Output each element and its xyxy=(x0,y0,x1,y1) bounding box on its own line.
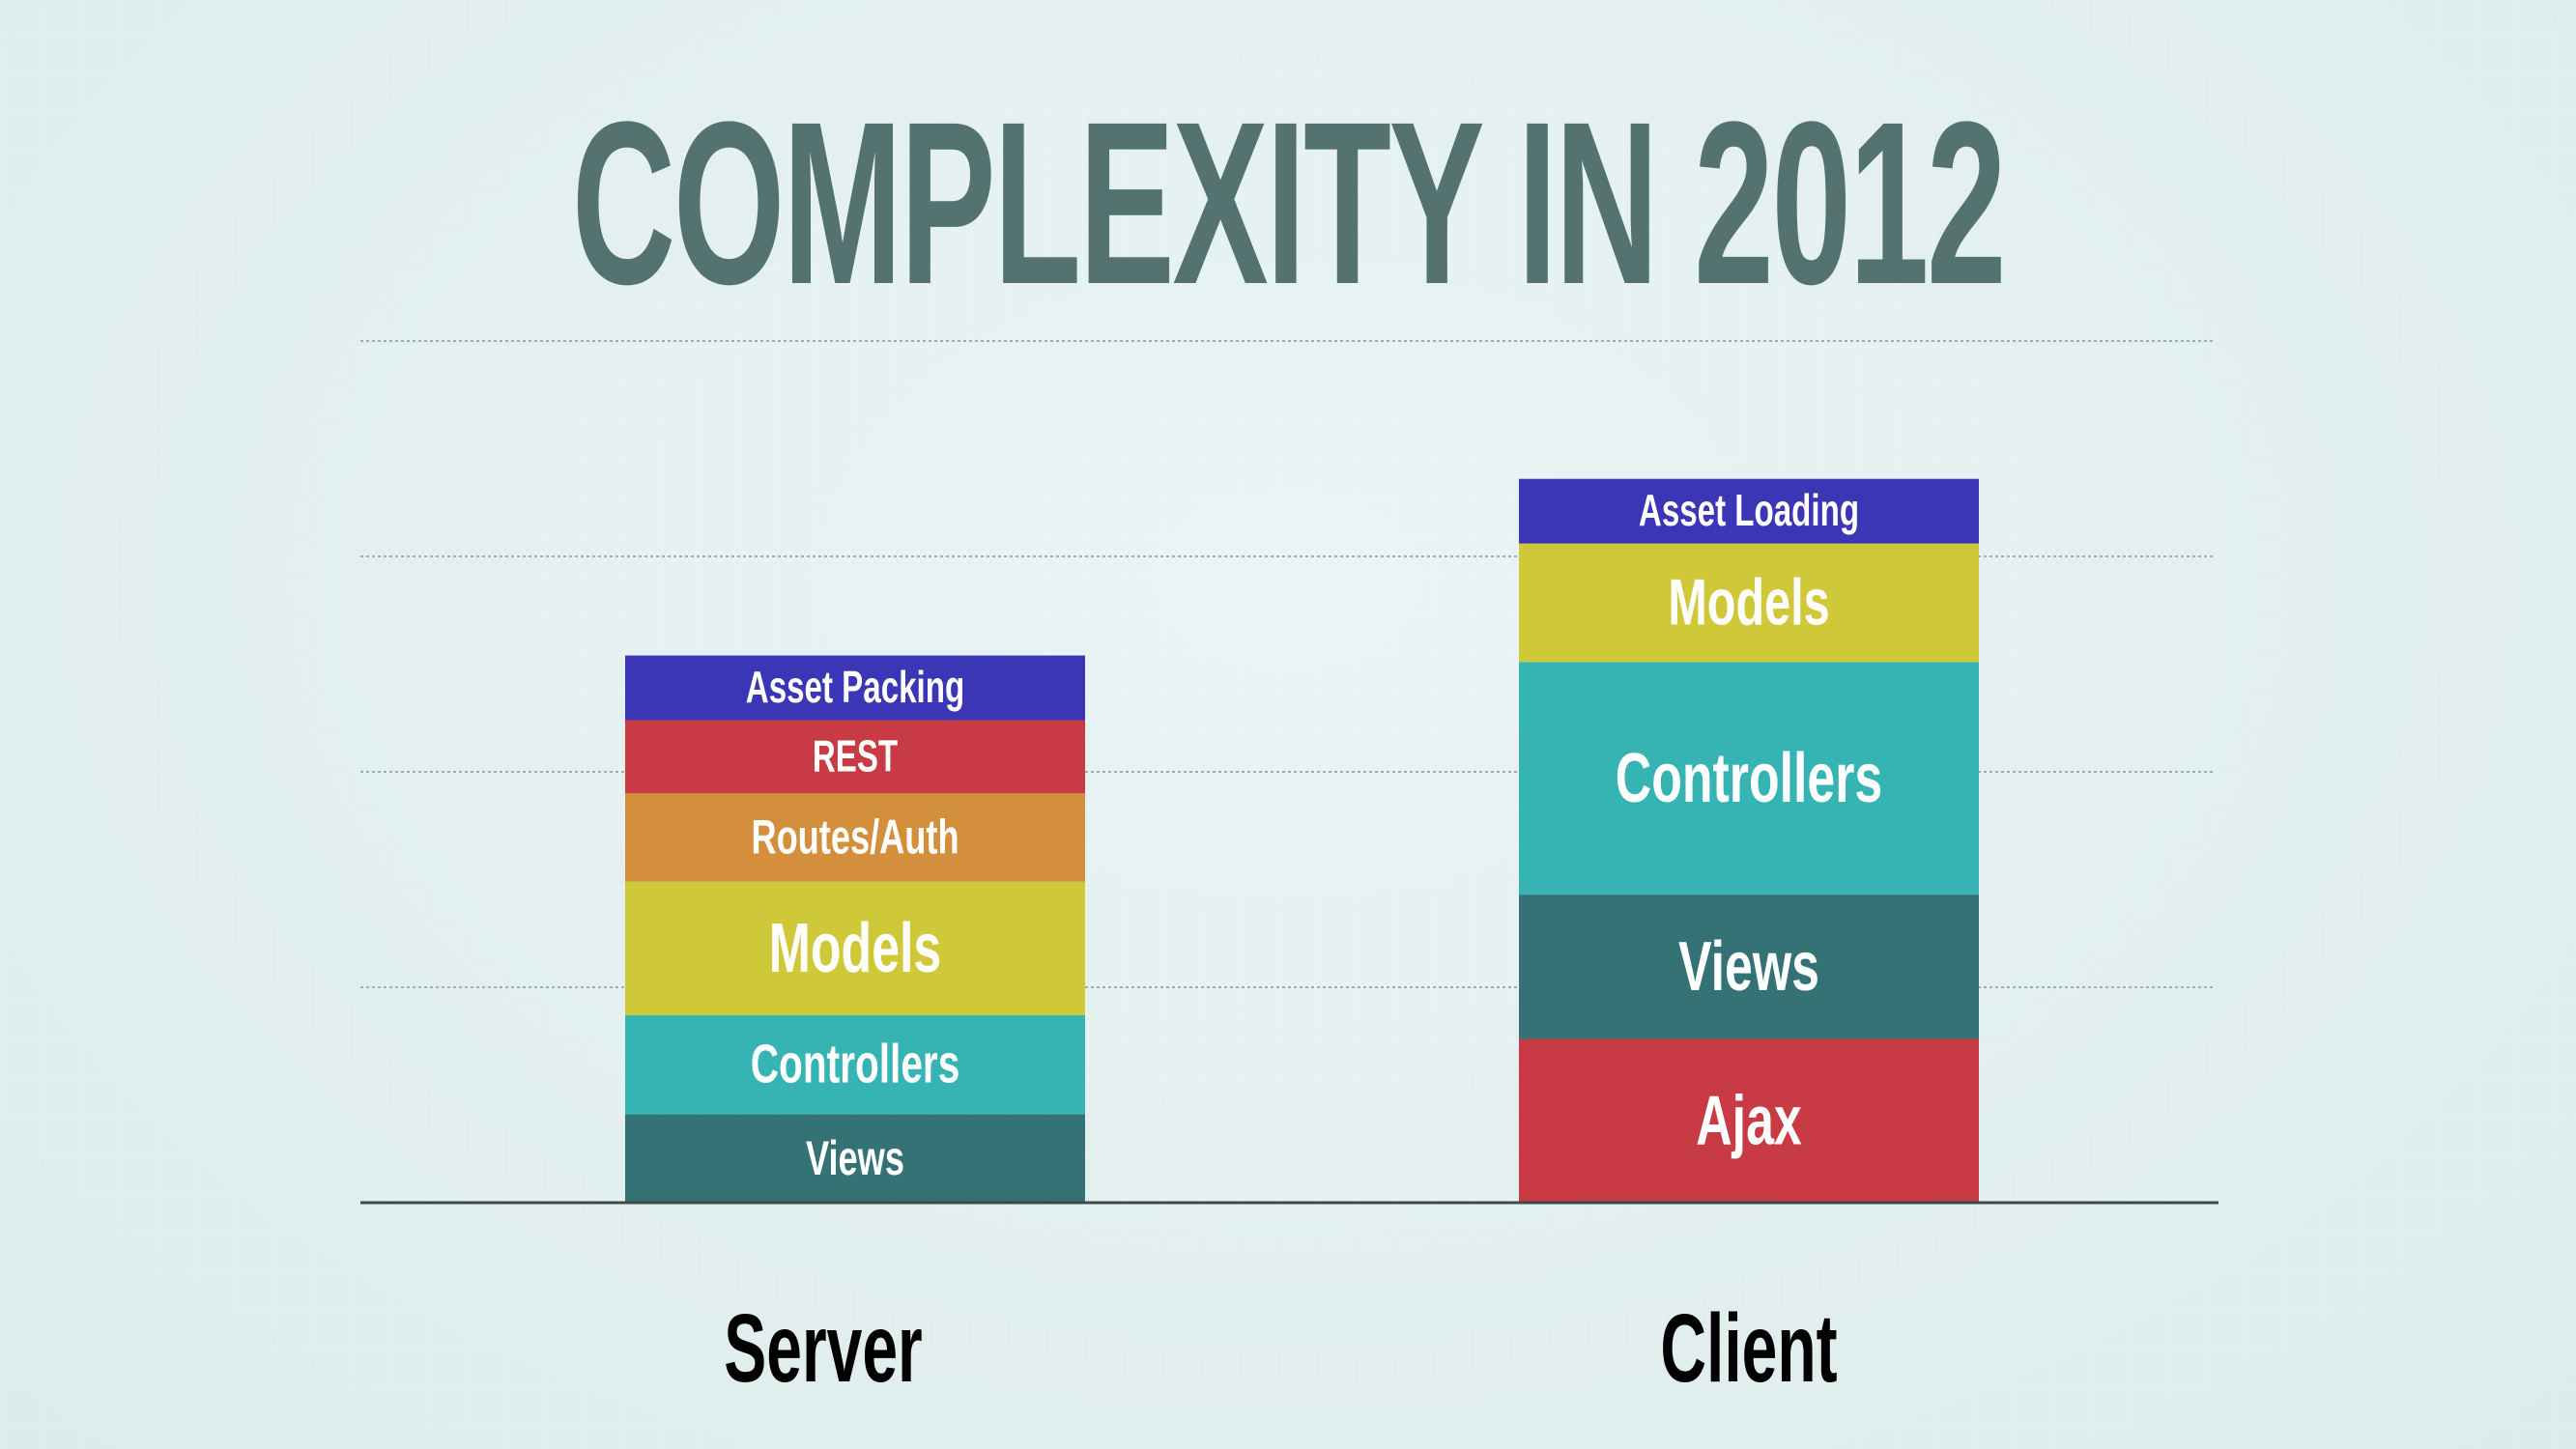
segment-label: Controllers xyxy=(751,1035,960,1094)
segment-label: Models xyxy=(1668,567,1829,639)
segment-label: Routes/Auth xyxy=(751,810,959,865)
bar-segment-server-views xyxy=(625,1114,1085,1203)
bar-segment-server-controllers xyxy=(625,1014,1085,1115)
segment-label: Models xyxy=(769,910,942,987)
bar-segment-client-controllers xyxy=(1519,662,1979,895)
segment-label: Views xyxy=(806,1131,904,1185)
segment-label: Views xyxy=(1678,928,1819,1006)
bar-segment-client-asset-loading xyxy=(1519,478,1979,544)
segment-label: Ajax xyxy=(1696,1082,1802,1159)
bar-segment-client-models xyxy=(1519,543,1979,663)
segment-label: Asset Loading xyxy=(1639,487,1859,535)
category-label-server: Server xyxy=(724,1293,923,1402)
segment-label: REST xyxy=(813,732,899,781)
segment-label: Asset Packing xyxy=(746,664,964,712)
bar-segment-server-routes-auth xyxy=(625,793,1085,882)
category-label-client: Client xyxy=(1660,1293,1837,1402)
bar-segment-server-rest xyxy=(625,720,1085,794)
bar-segment-client-ajax xyxy=(1519,1038,1979,1203)
bar-segment-client-views xyxy=(1519,895,1979,1039)
bar-segment-server-asset-packing xyxy=(625,655,1085,721)
segment-label: Controllers xyxy=(1616,740,1882,817)
slide-title: COMPLEXITY IN 2012 xyxy=(571,73,2007,332)
bar-segment-server-models xyxy=(625,881,1085,1015)
